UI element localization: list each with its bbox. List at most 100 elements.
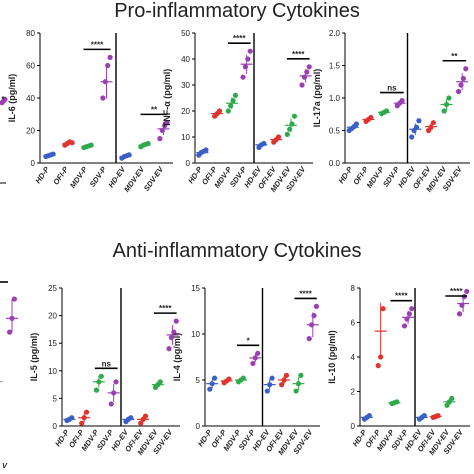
il-6-ytick-label: 20 [26, 127, 35, 136]
tnf-a-data-point [247, 48, 253, 54]
il-17a-data-point [430, 120, 436, 126]
il-5-data-point [93, 387, 100, 393]
il-6-xtick-label: SDV-P [88, 164, 109, 189]
partial-bottom-tick: - [0, 377, 3, 386]
tnf-a-data-point [232, 92, 239, 98]
il-4-data-point [226, 376, 232, 382]
tnf-a-data-point [225, 108, 231, 114]
il-4-ytick-label: 10 [191, 330, 200, 339]
il-10-data-point [380, 306, 386, 312]
il-5-significance-label: ns [102, 359, 112, 368]
il-4-data-point [283, 372, 290, 378]
il-4-data-point [313, 303, 320, 309]
tnf-a-data-point [242, 64, 249, 70]
il-4-data-point [295, 381, 302, 387]
il-6-xtick-label: MDV-P [68, 164, 90, 190]
il-5-data-point [96, 379, 102, 385]
il-10-ylabel: IL-10 (pg/ml) [327, 330, 337, 384]
il-5-ytick-label: 0 [53, 422, 58, 431]
il-10-data-point [464, 288, 470, 295]
il-4-data-point [209, 381, 215, 387]
tnf-a-ytick-label: 30 [181, 81, 190, 90]
il-4-significance-label: **** [299, 289, 312, 298]
il-5-data-point [83, 409, 90, 415]
il-17a-data-point [399, 98, 405, 104]
tnf-a-data-point [289, 121, 295, 127]
il-17a-ylabel: IL-17a (pg/ml) [312, 69, 322, 128]
tnf-a-data-point [284, 131, 290, 137]
il-10-data-point [366, 413, 372, 419]
tnf-a-data-point [306, 64, 312, 70]
il-10-ytick-label: 2 [351, 388, 356, 397]
il-4-data-point [281, 377, 287, 383]
il-10-data-point [394, 399, 400, 405]
il-4-data-point [298, 372, 304, 378]
il-17a-ytick-label: 0.5 [329, 127, 341, 136]
il-17a-data-point [441, 108, 447, 114]
il-17a-data-point [455, 88, 462, 95]
tnf-a-ytick-label: 10 [181, 133, 190, 142]
partial-bottom-data-point [11, 296, 17, 302]
il-17a-significance-label: ns [387, 84, 397, 93]
il-5-data-point [111, 390, 117, 396]
il-5-data-point [69, 415, 75, 421]
tnf-a-significance-label: **** [233, 34, 246, 43]
il-5-data-point [142, 413, 149, 419]
il-6-data-point [145, 140, 151, 147]
il-6-data-point [102, 79, 108, 85]
il-5-data-point [108, 401, 114, 407]
il-4-ytick-label: 15 [191, 284, 200, 293]
il-4-ytick-label: 0 [196, 422, 201, 431]
il-4-data-point [279, 382, 285, 388]
anti-inflammatory-title: Anti-inflammatory Cytokines [112, 240, 362, 262]
il-4-data-point [267, 382, 273, 388]
il-6-data-point [100, 95, 106, 101]
il-5-data-point [138, 420, 144, 426]
il-10-ytick-label: 6 [351, 319, 356, 328]
il-10-ytick-label: 4 [351, 353, 356, 362]
il-17a-ytick-label: 1.5 [329, 62, 341, 71]
il-17a-ytick-label: 1.0 [329, 94, 341, 103]
il-6-data-point [69, 140, 75, 146]
il-5-data-point [171, 329, 177, 335]
il-5-data-point [113, 379, 119, 385]
il-5-data-point [168, 335, 175, 341]
tnf-a-ylabel: TNF-α (pg/ml) [162, 69, 172, 128]
partial-top-data-point [2, 96, 8, 102]
tnf-a-data-point [230, 98, 236, 104]
il-4-data-point [252, 355, 258, 361]
il-10-ytick-label: 0 [351, 422, 356, 431]
il-5-data-point [98, 373, 104, 379]
il-17a-data-point [409, 134, 415, 140]
il-17a-data-point [463, 66, 469, 72]
il-6-ylabel: IL-6 (pg/ml) [7, 74, 17, 123]
tnf-a-ytick-label: 50 [181, 29, 190, 38]
il-6-data-point [126, 152, 132, 158]
tnf-a-data-point [304, 69, 310, 75]
tnf-a-data-point [203, 147, 209, 153]
tnf-a-data-point [299, 82, 305, 88]
il-6-data-point [105, 62, 111, 69]
tnf-a-ytick-label: 0 [186, 159, 191, 168]
il-5-ytick-label: 15 [48, 339, 57, 348]
il-17a-ytick-label: 0.0 [329, 159, 341, 168]
il-17a-data-point [383, 108, 390, 114]
tnf-a-data-point [216, 108, 223, 114]
il-10-data-point [449, 395, 455, 401]
il-4-data-point [240, 375, 246, 381]
il-6-data-point [107, 54, 113, 60]
il-4-data-point [211, 375, 218, 381]
il-10-data-point [435, 413, 441, 419]
il-4-data-point [255, 350, 261, 356]
il-5-ytick-label: 20 [48, 312, 57, 321]
partial-bottom-data-point [9, 315, 15, 321]
il-17a-ytick-label: 2.0 [329, 29, 341, 38]
pro-inflammatory-title: Pro-inflammatory Cytokines [114, 0, 360, 22]
il-5-data-point [128, 415, 134, 421]
il-4-ylabel: IL-4 (pg/ml) [172, 333, 182, 382]
il-5-data-point [173, 318, 179, 324]
il-5-ylabel: IL-5 (pg/ml) [29, 333, 39, 382]
il-5-data-point [166, 346, 172, 352]
il-6-significance-label: **** [91, 40, 104, 49]
